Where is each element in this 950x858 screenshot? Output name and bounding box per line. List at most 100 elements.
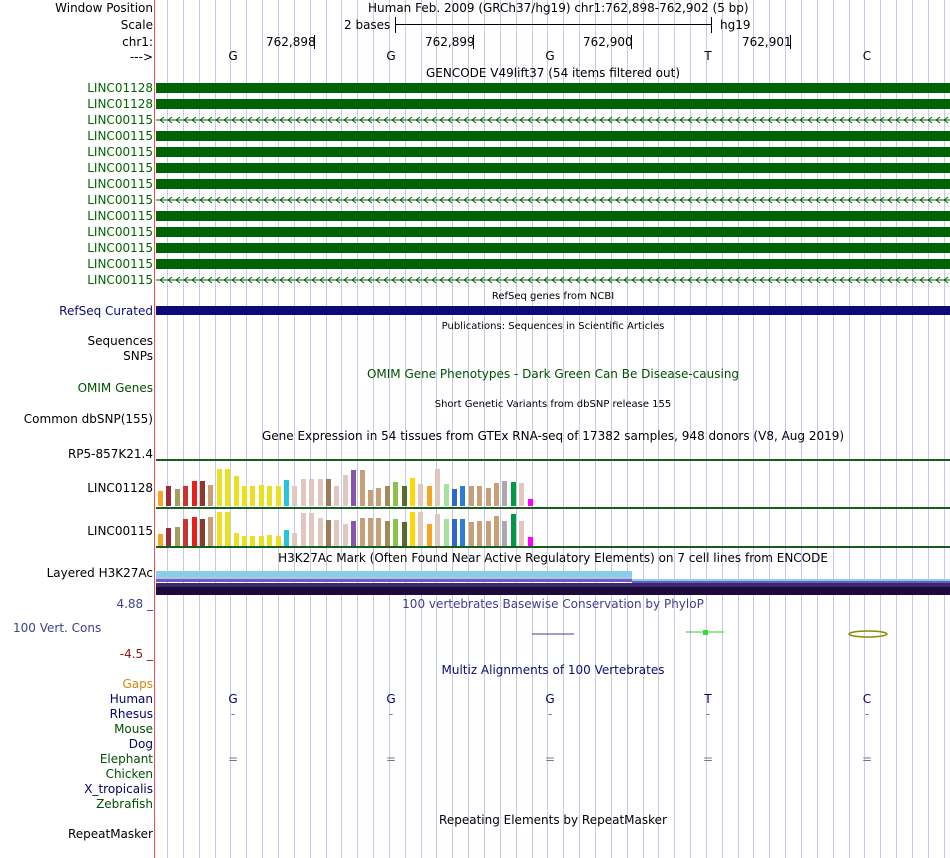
gtex-tissue-bar[interactable] bbox=[317, 479, 323, 506]
gtex-tissue-bar[interactable] bbox=[191, 481, 197, 506]
gtex-tissue-bar[interactable] bbox=[300, 479, 306, 506]
gtex-tissue-bar[interactable] bbox=[183, 486, 189, 506]
omim-track-label[interactable]: OMIM Genes bbox=[77, 381, 153, 395]
gencode-item-label[interactable]: LINC01128 bbox=[87, 81, 153, 95]
gtex-tissue-bar[interactable] bbox=[292, 486, 298, 506]
gencode-item-label[interactable]: LINC00115 bbox=[87, 193, 153, 207]
gtex-tissue-bar[interactable] bbox=[494, 516, 499, 546]
gtex-tissue-bar[interactable] bbox=[284, 480, 289, 506]
gtex-tissue-bar[interactable] bbox=[342, 524, 348, 546]
gtex-tissue-bar[interactable] bbox=[342, 475, 348, 506]
gtex-tissue-bar[interactable] bbox=[452, 489, 457, 506]
gencode-item-label[interactable]: LINC00115 bbox=[87, 129, 153, 143]
gtex-tissue-bar[interactable] bbox=[191, 517, 197, 546]
gtex-tissue-bar[interactable] bbox=[250, 486, 256, 506]
gtex-tissue-bar[interactable] bbox=[401, 522, 407, 546]
gtex-tissue-bar[interactable] bbox=[174, 489, 180, 506]
conservation-track-title[interactable]: 100 vertebrates Basewise Conservation by… bbox=[402, 597, 704, 611]
gencode-item-label[interactable]: LINC00115 bbox=[87, 145, 153, 159]
gtex-tissue-bar[interactable] bbox=[502, 521, 508, 546]
gencode-exon-bar[interactable] bbox=[156, 147, 950, 157]
repeatmasker-track-title[interactable]: Repeating Elements by RepeatMasker bbox=[439, 813, 667, 827]
gtex-tissue-bar[interactable] bbox=[393, 482, 399, 506]
gtex-tissue-bar[interactable] bbox=[292, 533, 298, 546]
gtex-tissue-bar[interactable] bbox=[502, 481, 508, 506]
gtex-tissue-bar[interactable] bbox=[368, 518, 373, 546]
gtex-tissue-bar[interactable] bbox=[275, 486, 281, 506]
gencode-exon-bar[interactable] bbox=[156, 83, 950, 93]
gtex-tissue-bar[interactable] bbox=[359, 518, 365, 546]
gtex-tissue-bar[interactable] bbox=[258, 536, 264, 546]
species-label[interactable]: Human bbox=[109, 692, 153, 706]
gtex-tissue-bar[interactable] bbox=[384, 486, 390, 506]
gtex-gene-label[interactable]: RP5-857K21.4 bbox=[67, 447, 153, 461]
gtex-tissue-bar[interactable] bbox=[250, 536, 256, 546]
gencode-exon-bar[interactable] bbox=[156, 243, 950, 253]
gencode-exon-bar[interactable] bbox=[156, 131, 950, 141]
gtex-tissue-bar[interactable] bbox=[485, 488, 491, 506]
gtex-tissue-bar[interactable] bbox=[519, 521, 525, 546]
gtex-tissue-bar[interactable] bbox=[376, 518, 382, 546]
gtex-tissue-bar[interactable] bbox=[200, 481, 205, 506]
gtex-tissue-bar[interactable] bbox=[216, 469, 222, 506]
gtex-tissue-bar[interactable] bbox=[300, 513, 306, 546]
gencode-exon-bar[interactable] bbox=[156, 259, 950, 269]
gtex-tissue-bar[interactable] bbox=[368, 490, 373, 506]
gtex-tissue-bar[interactable] bbox=[309, 513, 315, 546]
gencode-exon-bar[interactable] bbox=[156, 99, 950, 109]
snps-track-label[interactable]: SNPs bbox=[123, 349, 153, 363]
species-label[interactable]: Elephant bbox=[99, 752, 153, 766]
gtex-tissue-bar[interactable] bbox=[460, 486, 466, 506]
species-label[interactable]: Rhesus bbox=[109, 707, 153, 721]
gencode-exon-bar[interactable] bbox=[156, 179, 950, 189]
refseq-track-label[interactable]: RefSeq Curated bbox=[59, 304, 153, 318]
multiz-track-title[interactable]: Multiz Alignments of 100 Vertebrates bbox=[441, 663, 665, 677]
gtex-tissue-bar[interactable] bbox=[267, 535, 273, 546]
gtex-tissue-bar[interactable] bbox=[426, 486, 432, 506]
gencode-item-label[interactable]: LINC00115 bbox=[87, 209, 153, 223]
gtex-tissue-bar[interactable] bbox=[233, 476, 239, 506]
dbsnp-track-title[interactable]: Short Genetic Variants from dbSNP releas… bbox=[434, 399, 672, 410]
gtex-tissue-bar[interactable] bbox=[200, 519, 205, 546]
species-label[interactable]: X_tropicalis bbox=[84, 782, 153, 796]
gtex-tissue-bar[interactable] bbox=[174, 527, 180, 546]
gtex-tissue-bar[interactable] bbox=[410, 478, 415, 506]
gtex-tissue-bar[interactable] bbox=[275, 536, 281, 546]
gtex-tissue-bar[interactable] bbox=[443, 484, 449, 506]
repeatmasker-track-label[interactable]: RepeatMasker bbox=[67, 827, 153, 841]
gtex-tissue-bar[interactable] bbox=[418, 512, 424, 546]
gtex-gene-label[interactable]: LINC00115 bbox=[87, 524, 153, 538]
gtex-tissue-bar[interactable] bbox=[527, 499, 533, 506]
gtex-tissue-bar[interactable] bbox=[284, 530, 289, 546]
gtex-tissue-bar[interactable] bbox=[233, 533, 239, 546]
gtex-track-title[interactable]: Gene Expression in 54 tissues from GTEx … bbox=[261, 429, 845, 443]
gtex-tissue-bar[interactable] bbox=[393, 519, 399, 546]
gtex-tissue-bar[interactable] bbox=[334, 486, 340, 506]
gencode-intron-line[interactable] bbox=[156, 274, 950, 286]
gtex-tissue-bar[interactable] bbox=[527, 537, 533, 546]
gtex-tissue-bar[interactable] bbox=[510, 514, 516, 546]
gtex-tissue-bar[interactable] bbox=[401, 486, 407, 506]
gencode-item-label[interactable]: LINC00115 bbox=[87, 225, 153, 239]
gtex-tissue-bar[interactable] bbox=[208, 517, 214, 546]
gtex-tissue-bar[interactable] bbox=[510, 482, 516, 506]
omim-track-title[interactable]: OMIM Gene Phenotypes - Dark Green Can Be… bbox=[366, 367, 740, 381]
gtex-tissue-bar[interactable] bbox=[258, 485, 264, 506]
dbsnp-track-label[interactable]: Common dbSNP(155) bbox=[23, 412, 153, 426]
gtex-tissue-bar[interactable] bbox=[225, 512, 231, 546]
gencode-item-label[interactable]: LINC00115 bbox=[87, 177, 153, 191]
gtex-tissue-bar[interactable] bbox=[418, 484, 424, 506]
gtex-tissue-bar[interactable] bbox=[359, 470, 365, 506]
conservation-track-label[interactable]: 100 Vert. Cons bbox=[13, 621, 102, 635]
publications-track-label[interactable]: Sequences bbox=[87, 334, 153, 348]
gtex-tissue-bar[interactable] bbox=[242, 486, 247, 506]
gtex-tissue-bar[interactable] bbox=[166, 486, 172, 506]
species-label[interactable]: Chicken bbox=[105, 767, 153, 781]
gencode-item-label[interactable]: LINC00115 bbox=[87, 161, 153, 175]
species-label[interactable]: Dog bbox=[128, 737, 153, 751]
gtex-tissue-bar[interactable] bbox=[267, 486, 273, 506]
gencode-intron-line[interactable] bbox=[156, 114, 950, 126]
gtex-tissue-bar[interactable] bbox=[242, 536, 247, 546]
gencode-exon-bar[interactable] bbox=[156, 211, 950, 221]
gencode-exon-bar[interactable] bbox=[156, 227, 950, 237]
